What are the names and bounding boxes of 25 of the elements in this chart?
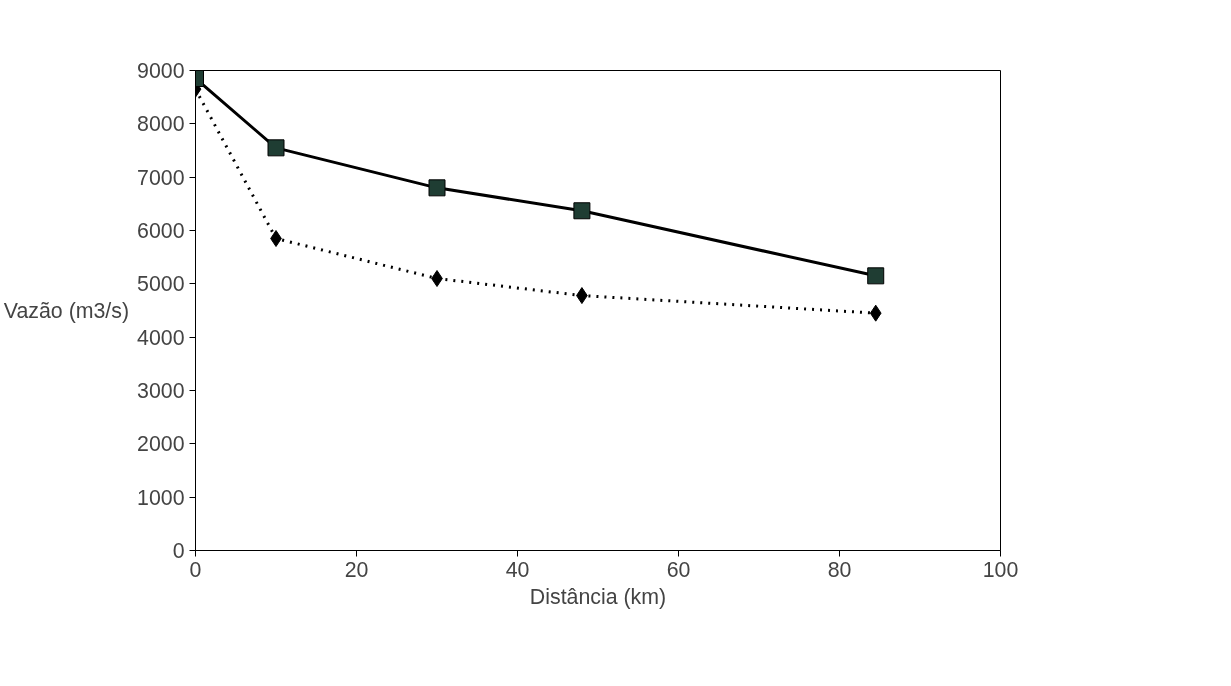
point: [573, 202, 591, 220]
x-axis-title: Distância (km): [529, 584, 667, 609]
y-tick-label: 2000: [137, 432, 185, 457]
y-tick-label: 3000: [137, 379, 185, 403]
x-tick-label: 80: [827, 557, 852, 582]
point: [431, 270, 443, 287]
x-tick-label: 60: [666, 557, 691, 582]
y-tick-label: 9000: [137, 59, 185, 83]
y-tick-label: 6000: [137, 219, 185, 243]
x-tick-label: 100: [982, 557, 1019, 582]
point: [867, 267, 885, 285]
point: [270, 230, 282, 247]
point: [267, 139, 285, 157]
x-tick-label: 20: [344, 557, 369, 582]
y-tick-label: 0: [172, 539, 185, 563]
point: [428, 179, 446, 197]
y-tick-label: 7000: [137, 165, 185, 190]
x-tick-label: 40: [505, 557, 530, 582]
x-tick-label: 0: [189, 557, 202, 582]
point: [869, 304, 882, 322]
y-tick-label: 4000: [137, 325, 185, 350]
y-tick-label: 5000: [137, 272, 185, 297]
y-axis-title: Vazão (m3/s): [3, 298, 130, 323]
y-tick-label: 1000: [137, 485, 185, 510]
y-tick-label: 8000: [137, 112, 185, 137]
